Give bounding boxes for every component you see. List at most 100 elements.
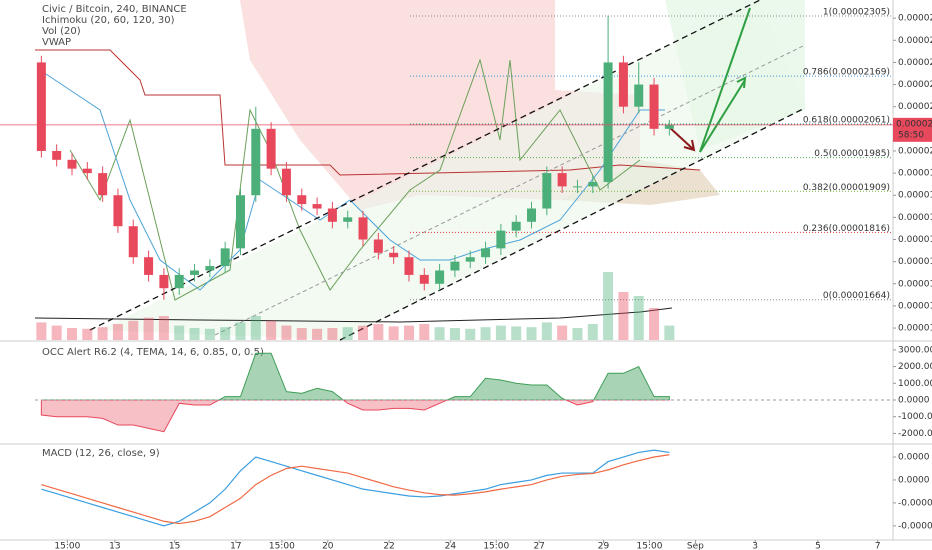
volume-bar [66,328,77,340]
symbol-title: Civic / Bitcoin, 240, BINANCE [42,4,187,15]
channel-upper [89,0,761,331]
volume-bar [465,328,476,340]
y-tick-label: 0.00001950 [898,169,932,179]
candle-body [664,124,674,129]
volume-bar [220,327,231,340]
volume-bar [36,322,47,340]
candle-body [52,150,62,160]
candle-body [373,239,383,253]
y-tick-label: -2000.0000 [898,429,932,439]
candle-body [205,266,215,271]
candle-body [98,173,108,196]
volume-bar [51,325,62,340]
x-tick-label: 22 [383,542,394,550]
vwap-line [34,307,673,323]
candle-body [419,274,429,284]
candle-body [67,159,77,169]
arrow-head [736,76,747,89]
x-tick-label: 15:00 [54,542,80,550]
volume-bar [281,325,292,340]
volume-bar [572,328,583,340]
candle-body [113,195,123,227]
fib-label: 1(0.00002305) [823,7,890,17]
pullback-arrow [667,125,694,150]
volume-bar [128,320,139,340]
volume-bar [495,325,506,340]
x-tick-label: 15:00 [483,542,509,550]
x-tick-label: 15 [169,542,180,550]
candle-body [174,274,184,289]
y-tick-label: -0.0000 [898,521,932,531]
volume-bar [618,292,629,340]
projection-arrow [699,79,746,153]
volume-bar [342,327,353,340]
macd-line [41,454,670,525]
volume-bar [649,308,660,340]
volume-bar [419,324,430,340]
y-tick-label: 0.00001900 [898,191,932,201]
kijun-line [35,49,701,176]
volume-bar [250,316,261,340]
y-tick-label: 0.00002100 [898,102,932,112]
fib-label: 0.786(0.00002169) [803,68,890,78]
candle-body [481,248,491,258]
y-tick-label: 0.00001700 [898,279,932,289]
volume-bar [312,328,323,340]
indicator-label: Vol (20) [42,26,81,37]
countdown: 58:50 [898,130,924,140]
x-tick-label: 24 [445,542,457,550]
fib-label: 0.236(0.00001816) [803,224,890,234]
fib-label: 0.5(0.00001985) [814,149,890,159]
x-tick-label: Sep [687,542,704,550]
y-tick-label: 0.00001600 [898,324,932,334]
candle-body [36,62,46,151]
candle-body [327,208,337,222]
candle-body [572,186,582,188]
candle-body [235,195,245,249]
oscillator-area-down [40,399,670,433]
candle-body [618,62,628,107]
candle-body [82,168,92,174]
channel-fill [100,0,805,340]
y-tick-label: 3000.0000 [898,345,932,355]
volume-bar [112,324,123,340]
last-price-box [893,117,932,142]
candle-body [297,195,307,205]
y-tick-label: 0.00001850 [898,213,932,223]
volume-bar [434,327,445,340]
indicator-label: Ichimoku (20, 60, 120, 30) [42,15,175,26]
volume-bar [557,325,568,340]
candle-body [128,226,138,258]
x-tick-label: 5 [815,542,821,550]
y-tick-label: 0.0000 [898,453,930,463]
volume-bar [296,328,307,340]
volume-bar [358,325,369,340]
oscillator-area-up [40,352,670,400]
arrow-head [683,139,696,152]
y-tick-label: 0.00002000 [898,146,932,156]
candle-body [220,248,230,267]
fib-label: 0.618(0.00002061) [803,115,890,125]
y-tick-label: 0.00002300 [898,14,932,24]
channel-mid [214,44,806,336]
volume-bar [633,296,644,340]
y-tick-label: 0.00001750 [898,257,932,267]
y-tick-label: 2000.0000 [898,362,932,372]
x-tick-label: 7 [875,542,881,550]
y-tick-label: 0.00001650 [898,301,932,311]
volume-bar [449,328,460,340]
y-tick-label: -1000.0000 [898,412,932,422]
volume-bar [373,324,384,340]
volume-bar [235,322,246,340]
candle-body [465,257,475,262]
volume-bar [480,327,491,340]
volume-bar [541,322,552,340]
x-tick-label: 13 [109,542,120,550]
candle-body [144,257,154,275]
candle-body [542,173,552,209]
y-tick-label: 0.00002200 [898,58,932,68]
candle-body [511,221,521,231]
projection-arrow [699,7,751,153]
x-tick-label: 15:00 [636,542,662,550]
